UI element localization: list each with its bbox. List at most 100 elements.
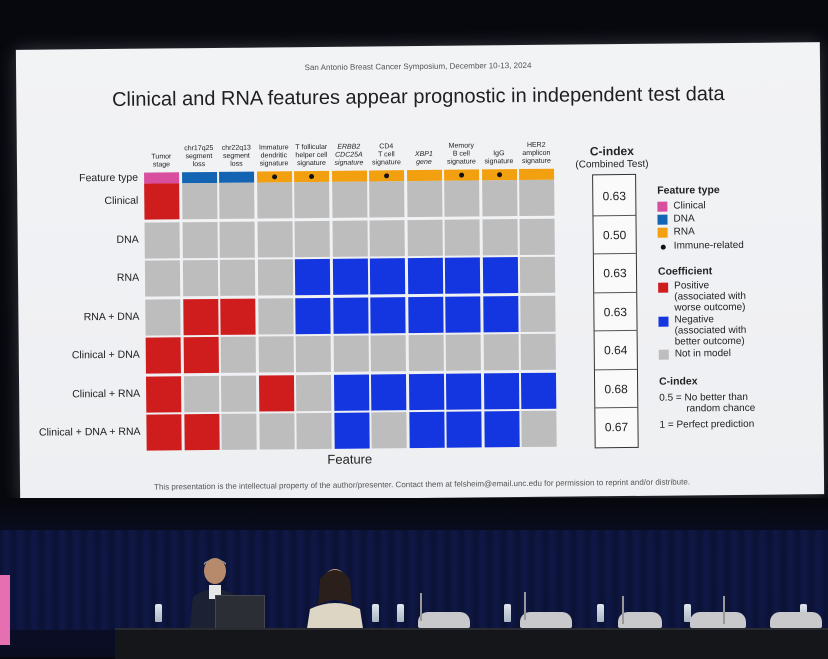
heatmap-cell <box>408 411 445 449</box>
cindex-value: 0.63 <box>602 189 627 204</box>
heatmap-cell <box>144 183 180 220</box>
heatmap-cell <box>145 337 181 374</box>
chair <box>690 612 746 628</box>
slide-footer: This presentation is the intellectual pr… <box>154 477 691 492</box>
column-header-line: signature <box>447 158 476 166</box>
heatmap-cell <box>183 336 219 374</box>
heatmap-cell <box>444 180 480 217</box>
heatmap-cell <box>295 335 331 373</box>
heatmap-cell <box>519 179 555 217</box>
legend-dna: DNA <box>673 213 695 225</box>
heatmap-cell <box>333 335 369 372</box>
column-header-line: stage <box>152 161 171 169</box>
water-bottle <box>155 604 162 622</box>
heatmap-cell <box>144 221 180 259</box>
heatmap-cell <box>369 258 406 295</box>
heatmap-cell <box>519 256 556 294</box>
legend-cindex-note: random chance <box>686 402 756 415</box>
heatmap-cell <box>257 297 294 335</box>
swatch-rna <box>657 227 668 238</box>
heatmap-cell <box>481 180 517 217</box>
microphone <box>524 592 526 620</box>
heatmap-cell <box>445 295 481 333</box>
legend-rna: RNA <box>673 226 695 238</box>
cindex-value: 0.63 <box>603 266 627 281</box>
cindex-value: 0.64 <box>604 343 628 358</box>
heatmap-cell <box>445 334 481 371</box>
feature-type-cell <box>219 171 255 183</box>
heatmap-cell <box>408 373 444 410</box>
column-header: chr17q25 segment loss <box>179 145 219 169</box>
heatmap-cell <box>258 413 295 450</box>
row-label: Clinical <box>104 194 139 208</box>
column-header-line: loss <box>192 161 206 169</box>
column-header: CD4 T cell signature <box>366 143 406 167</box>
column-header-line: gene <box>416 158 432 167</box>
chair <box>770 612 822 628</box>
cindex-value: 0.63 <box>603 304 628 319</box>
presenter-woman <box>306 569 364 635</box>
column-header: Memory B cell signature <box>441 142 481 166</box>
column-header-line: Immature <box>258 144 289 152</box>
heatmap: Tumor stage chr17q25 segment loss chr22q13 seg… <box>16 42 820 451</box>
heatmap-cell <box>294 258 331 296</box>
water-bottle <box>372 604 379 622</box>
heatmap-cell <box>444 257 481 294</box>
heatmap-cell <box>146 414 182 451</box>
heatmap-cell <box>370 296 406 333</box>
column-header-line: signature <box>334 159 364 167</box>
swatch-negative <box>658 316 669 327</box>
heatmap-cell <box>370 373 407 410</box>
panel-table <box>115 628 828 659</box>
column-header: T follicular helper cell signature <box>291 144 331 168</box>
legend-positive: worse outcome) <box>674 301 746 314</box>
heatmap-cell <box>220 298 256 335</box>
chair <box>418 612 470 628</box>
column-header-line: signature <box>297 159 326 168</box>
column-header: Immature dendritic signature <box>254 144 294 168</box>
legend-cindex-heading: C-index <box>659 375 698 388</box>
column-header: Tumor stage <box>141 153 181 169</box>
legend: Feature type Clinical DNA RNA Immune-related… <box>16 42 820 431</box>
immune-dot <box>496 172 502 178</box>
immune-dot <box>309 174 315 180</box>
column-header: IgG signature <box>479 150 519 166</box>
swatch-not-in-model <box>658 349 669 360</box>
heatmap-cell <box>219 182 255 219</box>
heatmap-cell <box>258 336 294 373</box>
column-header-line: signature <box>522 157 551 166</box>
heatmap-cell <box>483 372 519 409</box>
cindex-value: 0.68 <box>604 381 628 396</box>
cindex-panel: C-index (Combined Test) 0.63 0.50 0.63 0.63 0.… <box>16 42 820 448</box>
heatmap-cell <box>145 298 181 336</box>
water-bottle <box>504 604 511 622</box>
cindex-value: 0.67 <box>604 420 629 435</box>
row-label: Clinical + DNA + RNA <box>38 425 141 439</box>
heatmap-cell <box>257 259 293 296</box>
heatmap-cell <box>183 375 219 412</box>
column-header: chr22q13 segment loss <box>216 145 256 169</box>
heatmap-cell <box>482 295 519 332</box>
heatmap-cell <box>369 219 405 256</box>
heatmap-cell <box>258 374 294 412</box>
heatmap-cell <box>332 297 369 334</box>
swatch-clinical <box>657 201 668 212</box>
heatmap-cell <box>256 182 292 219</box>
legend-feature-type-heading: Feature type <box>657 184 720 197</box>
legend-not-in-model: Not in model <box>674 348 731 360</box>
heatmap-cell <box>294 181 330 219</box>
column-header: XBP1 gene <box>404 151 444 167</box>
heatmap-cell <box>482 257 518 294</box>
row-label: Clinical + DNA <box>71 348 140 362</box>
heatmap-cell <box>257 220 293 258</box>
immune-dot <box>271 174 277 180</box>
heatmap-cell <box>145 375 182 413</box>
legend-cindex-note: 1 = Perfect prediction <box>659 418 755 431</box>
feature-type-cell <box>181 171 217 184</box>
microphone <box>420 593 422 621</box>
legend-immune: Immune-related <box>673 239 744 252</box>
heatmap-cell <box>520 295 556 332</box>
cindex-subtitle: (Combined Test) <box>575 158 649 171</box>
heatmap-cell <box>332 220 368 257</box>
